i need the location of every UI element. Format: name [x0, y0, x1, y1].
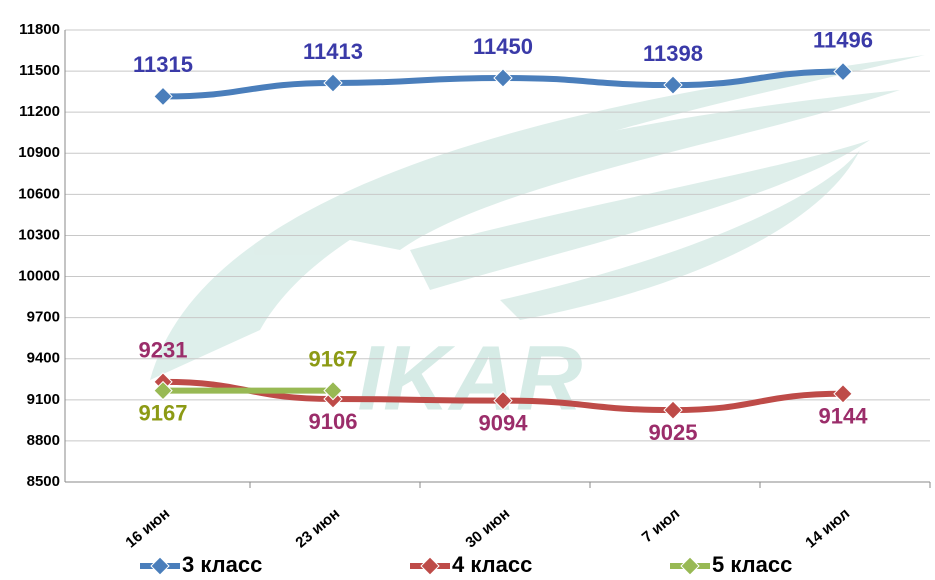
- data-label: 9106: [309, 409, 358, 434]
- legend-marker: [151, 557, 169, 575]
- y-tick-label: 11200: [19, 103, 60, 120]
- legend-marker: [421, 557, 439, 575]
- data-label: 9025: [649, 420, 698, 445]
- y-tick-label: 9400: [27, 350, 60, 367]
- data-label: 11496: [813, 27, 873, 52]
- y-tick-label: 11500: [19, 62, 60, 79]
- y-tick-label: 9700: [27, 309, 60, 326]
- legend-marker: [681, 557, 699, 575]
- x-tick-label: 16 июн: [122, 505, 173, 551]
- point-marker: [494, 69, 512, 87]
- y-tick-label: 10600: [18, 185, 60, 202]
- legend-label: 5 класс: [712, 552, 792, 577]
- y-tick-label: 10900: [18, 144, 60, 161]
- data-label: 11398: [643, 41, 703, 66]
- y-tick-label: 10300: [18, 226, 60, 243]
- y-tick-label: 8800: [27, 432, 60, 449]
- point-marker: [664, 401, 682, 419]
- data-label: 11413: [303, 39, 363, 64]
- x-tick-label: 23 июн: [292, 505, 343, 551]
- y-tick-label: 11800: [19, 21, 60, 38]
- data-label: 9094: [479, 410, 529, 435]
- y-tick-label: 8500: [27, 473, 60, 490]
- data-label: 9231: [139, 338, 188, 363]
- data-label: 11315: [133, 52, 193, 77]
- data-label: 9144: [819, 404, 869, 429]
- x-tick-label: 30 июн: [462, 505, 513, 551]
- point-marker: [154, 87, 172, 105]
- point-marker: [324, 74, 342, 92]
- x-tick-label: 7 июл: [639, 505, 683, 546]
- point-marker: [664, 76, 682, 94]
- chart: IKAR 8500 8800 9100 9400 9700 10000 10300 10600…: [0, 0, 935, 580]
- legend-label: 3 класс: [182, 552, 262, 577]
- x-tick-label: 14 июл: [802, 505, 853, 551]
- watermark: IKAR: [358, 327, 583, 429]
- point-marker: [834, 63, 852, 81]
- y-tick-label: 9100: [27, 391, 60, 408]
- legend-label: 4 класс: [452, 552, 532, 577]
- data-label: 9167: [139, 400, 188, 425]
- y-tick-label: 10000: [18, 268, 60, 285]
- data-label: 11450: [473, 34, 533, 59]
- data-label: 9167: [309, 346, 358, 371]
